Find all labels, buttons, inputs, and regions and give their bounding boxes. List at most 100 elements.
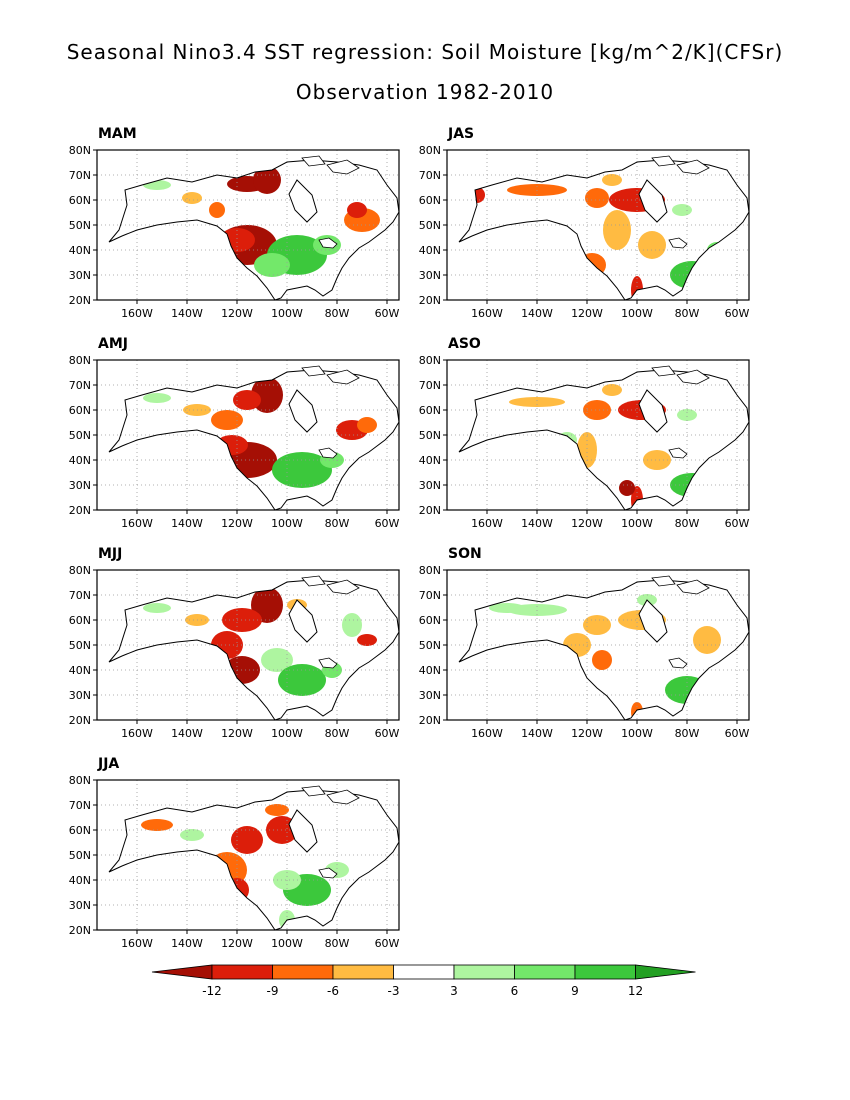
colorbar-label: 6 <box>511 984 519 998</box>
lat-tick-label: 60N <box>419 614 441 627</box>
lon-tick-label: 100W <box>271 727 303 740</box>
anomaly-region <box>602 384 622 396</box>
lon-tick-label: 140W <box>521 307 553 320</box>
lon-tick-label: 100W <box>621 517 653 530</box>
lat-tick-label: 50N <box>69 219 91 232</box>
lon-tick-label: 120W <box>571 517 603 530</box>
hudson-bay <box>638 179 668 223</box>
lat-tick-label: 40N <box>419 664 441 677</box>
map-plot: 80N 70N 60N 50N 40N 30N 20N 160W 140W 120W 100W 80W… <box>69 774 400 950</box>
lon-tick-label: 60W <box>375 727 400 740</box>
lat-tick-label: 40N <box>69 454 91 467</box>
map-background <box>97 570 399 720</box>
map-background <box>447 150 749 300</box>
great-lakes <box>668 657 688 669</box>
great-lakes <box>668 237 688 249</box>
lon-tick-label: 60W <box>375 517 400 530</box>
lat-tick-label: 20N <box>419 294 441 307</box>
panel-label: MJJ <box>98 546 123 562</box>
map-plot: 80N 70N 60N 50N 40N 30N 20N 160W 140W 120W 100W 80W… <box>419 144 750 320</box>
lon-tick-label: 140W <box>171 727 203 740</box>
hudson-bay <box>638 599 668 643</box>
lat-tick-label: 70N <box>419 589 441 602</box>
lon-tick-label: 80W <box>325 517 350 530</box>
anomaly-region <box>672 204 692 216</box>
great-lakes <box>668 447 688 459</box>
lat-tick-label: 80N <box>419 564 441 577</box>
lon-tick-label: 60W <box>725 517 750 530</box>
lon-tick-label: 140W <box>171 307 203 320</box>
anomaly-region <box>585 188 609 208</box>
lat-tick-label: 50N <box>419 219 441 232</box>
lat-tick-label: 30N <box>69 269 91 282</box>
arctic-islands <box>301 365 360 385</box>
anomaly-region <box>603 210 631 250</box>
colorbar-segment <box>332 964 394 980</box>
lon-tick-label: 140W <box>171 937 203 950</box>
hudson-bay <box>288 179 318 223</box>
lon-tick-label: 100W <box>621 727 653 740</box>
anomaly-region <box>261 648 293 672</box>
coastline <box>458 159 750 301</box>
map-background <box>447 360 749 510</box>
arctic-islands <box>651 365 710 385</box>
anomaly-region <box>357 417 377 433</box>
lat-tick-label: 30N <box>69 689 91 702</box>
lon-tick-label: 100W <box>271 517 303 530</box>
anomaly-region <box>357 634 377 646</box>
anomaly-region <box>141 819 173 831</box>
anomaly-region <box>253 166 281 194</box>
colorbar-label: -12 <box>202 984 222 998</box>
map-background <box>97 780 399 930</box>
anomaly-region <box>638 231 666 259</box>
great-lakes <box>318 867 338 879</box>
anomaly-region <box>278 664 326 696</box>
lat-tick-label: 30N <box>69 899 91 912</box>
lat-tick-label: 80N <box>69 564 91 577</box>
map-plot: 80N 70N 60N 50N 40N 30N 20N 160W 140W 120W 100W 80W… <box>69 354 400 530</box>
lon-tick-label: 160W <box>471 307 503 320</box>
lat-tick-label: 30N <box>419 269 441 282</box>
lon-tick-label: 120W <box>571 307 603 320</box>
panel-label: JAS <box>448 126 475 142</box>
lat-tick-label: 50N <box>69 639 91 652</box>
lat-tick-label: 80N <box>419 354 441 367</box>
panel-label: ASO <box>448 336 481 352</box>
anomaly-region <box>509 397 565 407</box>
lon-tick-label: 140W <box>521 517 553 530</box>
colorbar-segment <box>393 964 455 980</box>
panel-label: MAM <box>98 126 137 142</box>
lon-tick-label: 80W <box>325 937 350 950</box>
colorbar-high-arrow <box>635 964 696 980</box>
anomaly-region <box>233 390 261 410</box>
lat-tick-label: 60N <box>69 614 91 627</box>
lon-tick-label: 160W <box>121 517 153 530</box>
anomaly-region <box>182 192 202 204</box>
colorbar-label: 9 <box>571 984 579 998</box>
lon-tick-label: 60W <box>375 307 400 320</box>
lon-tick-label: 140W <box>171 517 203 530</box>
anomaly-region <box>583 400 611 420</box>
panel-label: AMJ <box>98 336 128 352</box>
lon-tick-label: 120W <box>571 727 603 740</box>
anomaly-region <box>693 626 721 654</box>
anomaly-region <box>342 613 362 637</box>
great-lakes <box>318 237 338 249</box>
anomaly-region <box>592 650 612 670</box>
great-lakes <box>318 657 338 669</box>
lat-tick-label: 30N <box>419 479 441 492</box>
colorbar-label: -3 <box>388 984 400 998</box>
anomaly-region <box>619 480 635 496</box>
lon-tick-label: 160W <box>471 727 503 740</box>
anomaly-region <box>250 194 294 226</box>
lon-tick-label: 80W <box>675 517 700 530</box>
lon-tick-label: 60W <box>725 727 750 740</box>
map-plot: 80N 70N 60N 50N 40N 30N 20N 160W 140W 120W 100W 80W… <box>69 144 400 320</box>
lat-tick-label: 20N <box>419 714 441 727</box>
lon-tick-label: 160W <box>471 517 503 530</box>
lat-tick-label: 20N <box>69 714 91 727</box>
lon-tick-label: 100W <box>271 307 303 320</box>
colorbar-segment <box>574 964 636 980</box>
anomaly-region <box>231 826 263 854</box>
lon-tick-label: 120W <box>221 307 253 320</box>
